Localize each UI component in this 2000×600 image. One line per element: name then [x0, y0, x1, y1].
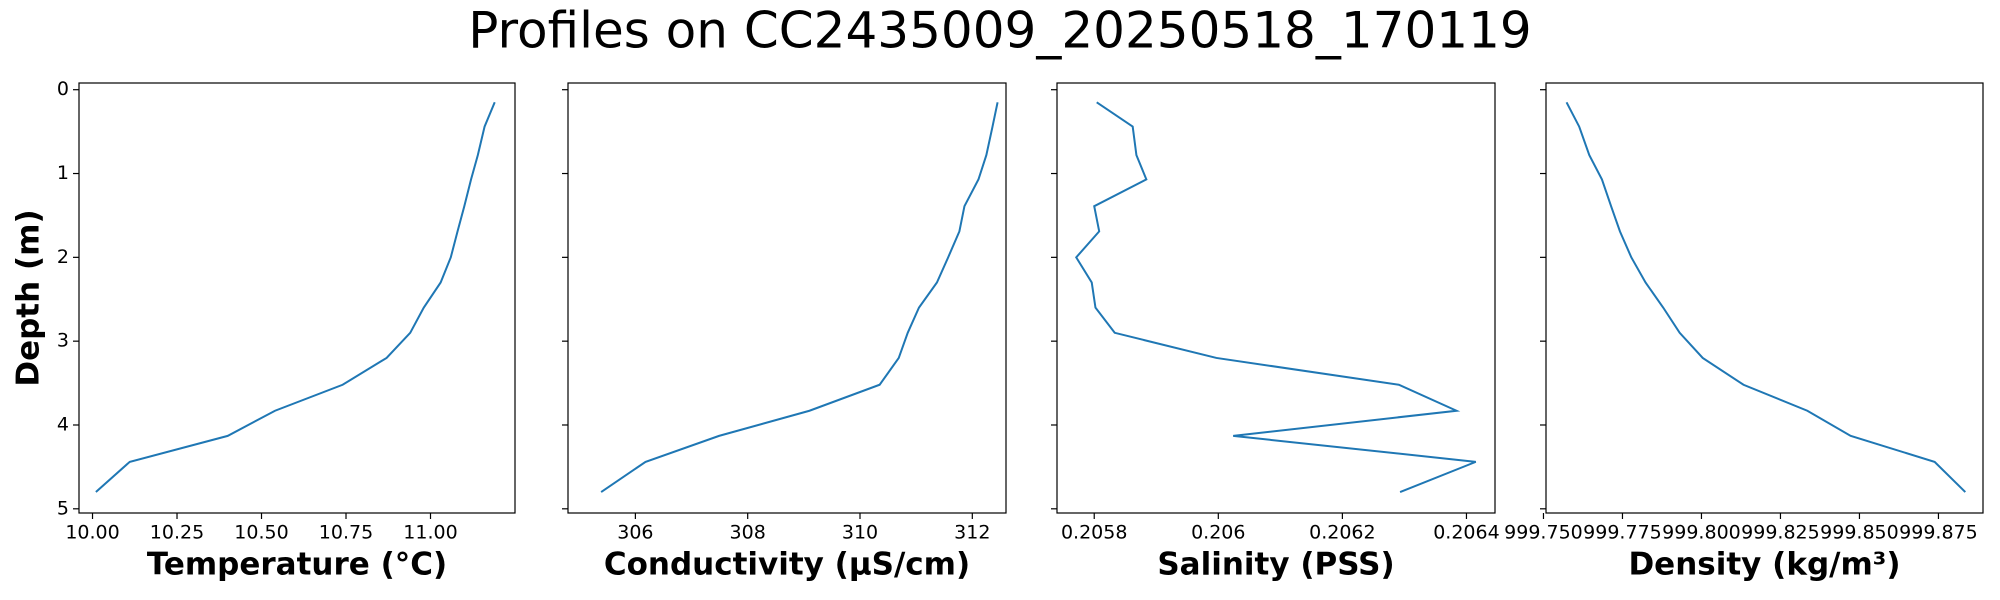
- x-tick-label: 999.875: [1899, 522, 1978, 544]
- y-axis-label: Depth (m): [11, 209, 47, 386]
- x-axis-label: Temperature (°C): [147, 547, 447, 583]
- subplot: 999.750 999.775 999.800 999.825 999.850 999.8…: [1504, 82, 1984, 583]
- x-axis-label: Density (kg/m³): [1628, 547, 1900, 583]
- plot-frame: [78, 82, 516, 514]
- x-tick-label: 306: [617, 522, 653, 544]
- x-tick-label: 310: [842, 522, 878, 544]
- profile-line: [1074, 101, 1477, 493]
- y-tick-label: 5: [57, 497, 69, 519]
- x-tick-label: 0.206: [1191, 522, 1245, 544]
- y-tick-label: 4: [57, 413, 69, 435]
- x-axis-label: Salinity (PSS): [1157, 547, 1394, 583]
- x-tick-label: 999.825: [1741, 522, 1820, 544]
- x-tick-label: 999.750: [1504, 522, 1583, 544]
- figure-title: Profiles on CC2435009_20250518_170119: [468, 2, 1531, 60]
- profile-line: [600, 102, 999, 493]
- subplot: 306 308 310 312 Conductivity (µS/cm): [562, 82, 1007, 583]
- x-tick-label: 11.00: [403, 522, 457, 544]
- x-axis-label: Conductivity (µS/cm): [604, 547, 970, 583]
- x-tick-label: 0.2064: [1433, 522, 1499, 544]
- x-tick-label: 10.00: [65, 522, 119, 544]
- subplot: 10.00 10.25 10.50 10.75 11.00 0 1 2 3 4 5 Temperatu…: [11, 78, 516, 583]
- y-tick-label: 0: [57, 78, 69, 100]
- x-tick-label: 10.50: [234, 522, 288, 544]
- x-tick-label: 312: [954, 522, 990, 544]
- x-tick-label: 999.775: [1583, 522, 1662, 544]
- plot-frame: [567, 82, 1007, 514]
- x-tick-label: 999.800: [1662, 522, 1741, 544]
- x-tick-label: 0.2058: [1061, 522, 1127, 544]
- x-tick-label: 308: [730, 522, 766, 544]
- x-tick-label: 10.75: [319, 522, 373, 544]
- profile-line: [95, 101, 496, 493]
- plot-frame: [1545, 82, 1984, 514]
- y-tick-label: 1: [57, 162, 69, 184]
- y-tick-label: 3: [57, 330, 69, 352]
- subplot: 0.2058 0.206 0.2062 0.2064 Salinity (PSS): [1051, 82, 1500, 583]
- plot-frame: [1056, 82, 1496, 514]
- x-tick-label: 10.25: [150, 522, 204, 544]
- profile-line: [1565, 101, 1967, 493]
- x-tick-label: 999.850: [1820, 522, 1899, 544]
- x-tick-label: 0.2062: [1309, 522, 1375, 544]
- y-tick-label: 2: [57, 246, 69, 268]
